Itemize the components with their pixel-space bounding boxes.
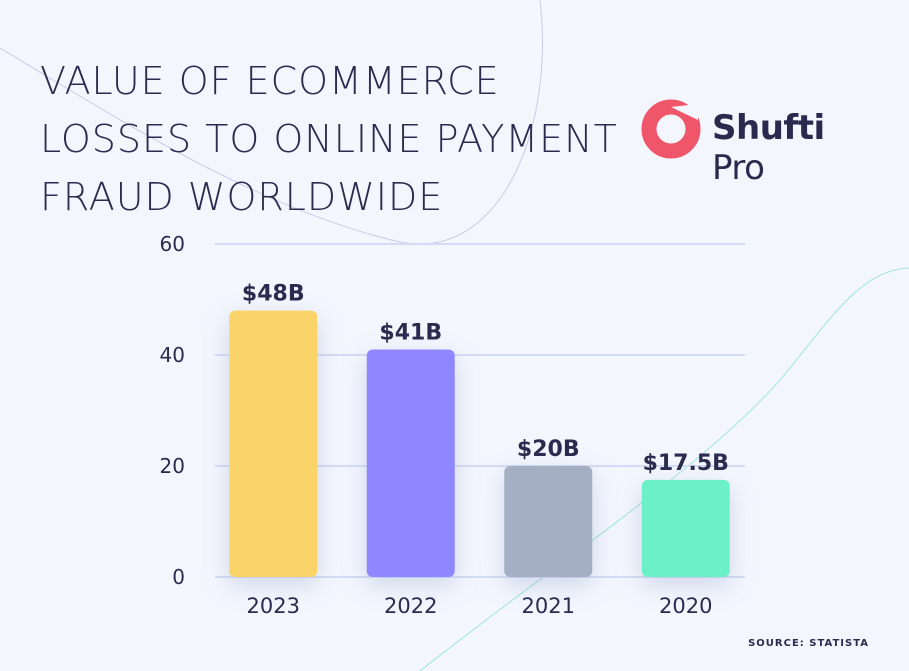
bars: $48B $41B $20B $17.5B [229,282,730,577]
logo-text-regular: Pro [712,148,765,188]
logo-wordmark: Shufti Pro [712,108,878,188]
shufti-pro-logo: Shufti Pro [638,96,878,188]
shufti-pro-ring-icon [641,99,701,159]
data-label-2021: $20B [517,437,580,462]
x-category-label: 2020 [659,594,712,618]
bar-2020 [641,479,730,577]
x-category-label: 2021 [522,594,575,618]
x-category-label: 2023 [247,594,300,618]
y-tick-label: 40 [160,343,185,367]
y-tick-label: 0 [172,565,185,589]
data-label-2023: $48B [242,282,305,307]
bar-2021 [504,466,593,577]
data-label-2020: $17.5B [643,451,729,476]
data-label-2022: $41B [379,320,442,345]
logo-text-bold: Shufti [712,108,825,148]
source-note: SOURCE: STATISTA [748,638,869,649]
x-category-label: 2022 [384,594,437,618]
x-axis-categories: 2023 2022 2021 2020 [247,594,713,618]
y-tick-label: 20 [160,454,185,478]
y-tick-label: 60 [160,232,185,256]
bar-2023 [229,310,318,577]
bar-2022 [366,349,455,577]
y-axis-ticks: 0 20 40 60 [160,232,185,589]
chart-title: VALUE OF ECOMMERCE LOSSES TO ONLINE PAYM… [40,59,618,219]
